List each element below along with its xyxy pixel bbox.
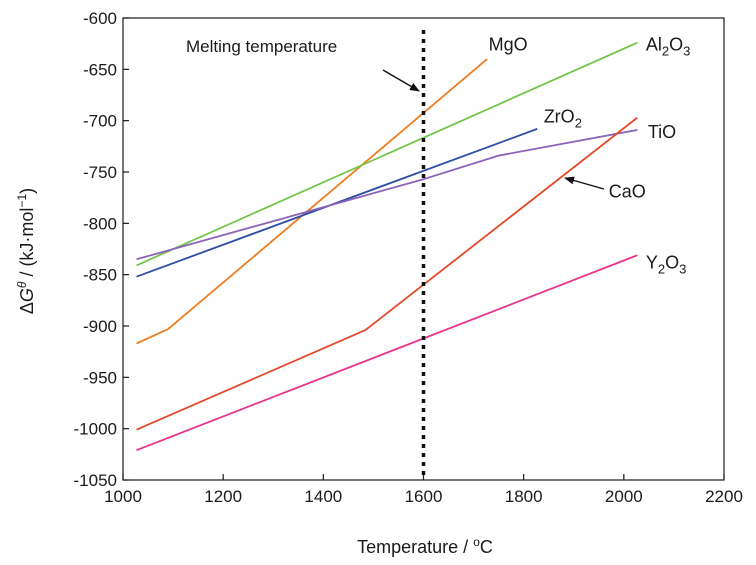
y-tick-label: -1050: [74, 471, 117, 490]
x-tick-label: 1000: [104, 487, 142, 506]
y-tick-label: -950: [83, 368, 117, 387]
series-line-tio: [136, 129, 638, 261]
y-tick-label: -700: [83, 112, 117, 131]
axis-ticks: 1000 1200 1400 1600 1800 2000 2200 -600 -650 -700…: [74, 9, 743, 506]
series-label-mgo: MgO: [489, 35, 528, 55]
cao-arrow: [564, 176, 605, 190]
x-tick-label: 1400: [304, 487, 342, 506]
series-layer: [136, 41, 638, 452]
y-tick-label: -900: [83, 317, 117, 336]
series-line-cao: [136, 116, 638, 431]
x-axis-label: Temperature / oC: [357, 535, 493, 557]
series-label-cao: CaO: [609, 182, 646, 202]
x-tick-label: 1800: [505, 487, 543, 506]
melting-temperature-label: Melting temperature: [186, 37, 337, 56]
y-tick-label: -850: [83, 266, 117, 285]
y-tick-label: -800: [83, 214, 117, 233]
series-label-y2o3: Y2O3: [646, 252, 687, 276]
series-labels: MgO Al2O3 ZrO2 TiO CaO Y2O3: [489, 35, 691, 277]
y-tick-label: -750: [83, 163, 117, 182]
x-tick-label: 1600: [405, 487, 443, 506]
series-label-al2o3: Al2O3: [646, 35, 691, 59]
y-tick-label: -600: [83, 9, 117, 28]
series-line-mgo: [136, 58, 488, 345]
series-label-zro2: ZrO2: [544, 107, 582, 131]
y-tick-label: -1000: [74, 420, 117, 439]
melting-temperature-arrow: [382, 69, 420, 92]
x-tick-label: 2000: [605, 487, 643, 506]
series-line-y2o3: [136, 254, 638, 452]
y-tick-label: -650: [83, 60, 117, 79]
x-tick-label: 2200: [705, 487, 743, 506]
series-line-al2o3: [136, 41, 638, 267]
x-tick-label: 1200: [204, 487, 242, 506]
y-axis-label: ΔGθ / (kJ·mol−1): [15, 188, 37, 314]
series-label-tio: TiO: [648, 122, 676, 142]
